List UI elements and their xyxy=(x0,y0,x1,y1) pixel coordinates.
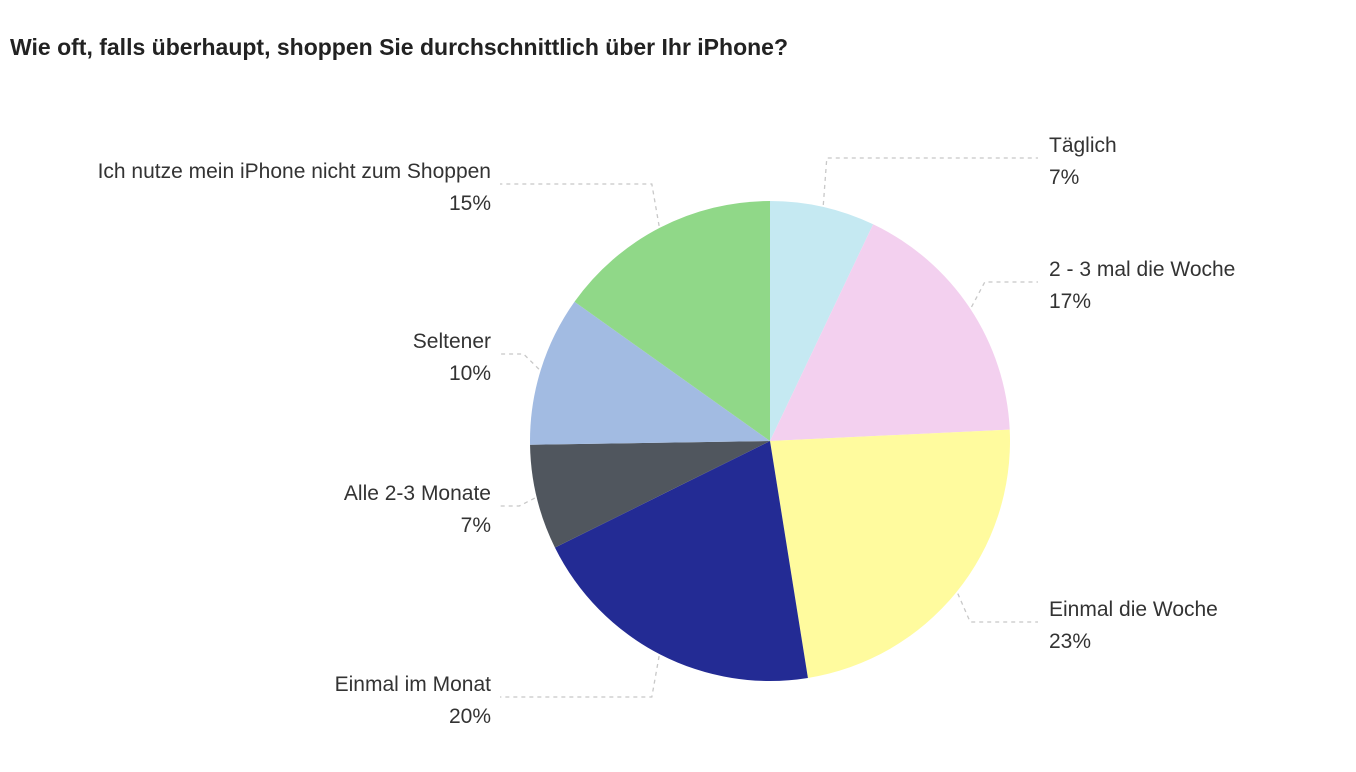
slice-label-2: 2 - 3 mal die Woche xyxy=(1049,258,1235,281)
leader-line-7 xyxy=(500,183,660,227)
chart-title: Wie oft, falls überhaupt, shoppen Sie du… xyxy=(10,34,789,60)
slice-label-4: Einmal im Monat xyxy=(335,673,492,696)
leader-line-2 xyxy=(970,281,1038,308)
slice-label-1: Täglich xyxy=(1049,134,1117,157)
slice-value-6: 10% xyxy=(449,362,491,385)
slice-label-3: Einmal die Woche xyxy=(1049,598,1218,621)
pie-slices xyxy=(529,201,1011,682)
leader-line-4 xyxy=(500,655,660,698)
slice-value-1: 7% xyxy=(1049,166,1079,189)
pie-slice-3 xyxy=(770,429,1011,678)
pie-slice-4 xyxy=(554,441,808,682)
pie-slice-5 xyxy=(530,441,770,548)
leader-line-5 xyxy=(500,497,536,507)
pie-slice-6 xyxy=(529,301,770,445)
slice-value-2: 17% xyxy=(1049,290,1091,313)
leader-line-3 xyxy=(957,593,1038,623)
pie-slice-7 xyxy=(574,201,770,441)
slice-value-7: 15% xyxy=(449,192,491,215)
slice-label-7: Ich nutze mein iPhone nicht zum Shoppen xyxy=(98,160,491,183)
slice-value-5: 7% xyxy=(461,514,491,537)
slice-label-6: Seltener xyxy=(413,330,491,353)
pie-slice-2 xyxy=(770,224,1010,441)
slice-value-3: 23% xyxy=(1049,630,1091,653)
leader-line-1 xyxy=(822,157,1038,205)
pie-slice-1 xyxy=(770,201,874,441)
slice-value-4: 20% xyxy=(449,705,491,728)
leader-line-6 xyxy=(500,353,540,370)
slice-label-5: Alle 2-3 Monate xyxy=(344,482,491,505)
